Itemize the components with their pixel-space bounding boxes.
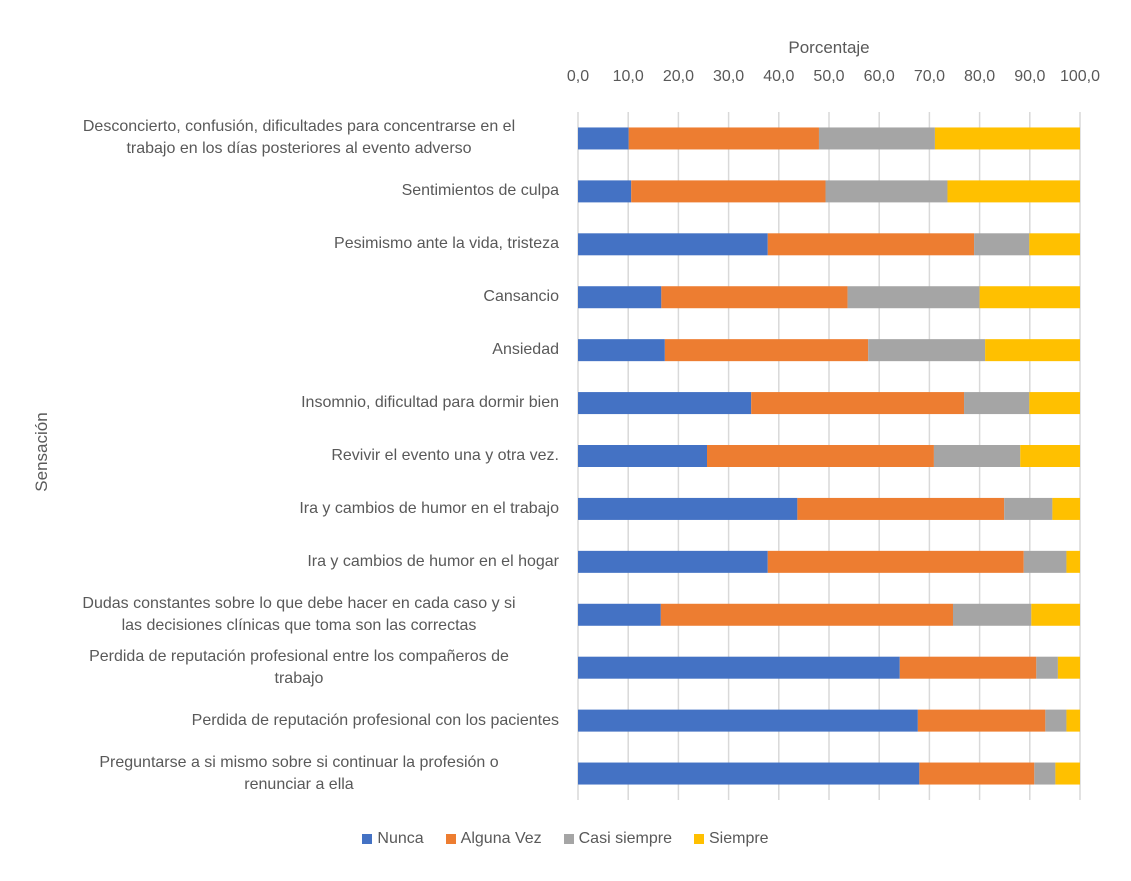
x-tick-label: 30,0: [713, 68, 745, 85]
x-tick-label: 40,0: [763, 68, 795, 85]
legend-label: Casi siempre: [578, 830, 672, 847]
bar-segment-alguna-vez: [767, 550, 1024, 573]
bar-segment-casi-siempre: [1004, 497, 1053, 520]
bar-segment-casi-siempre: [974, 233, 1030, 256]
bar-segment-casi-siempre: [847, 286, 980, 309]
bar-segment-siempre: [947, 180, 1080, 203]
bar-segment-nunca: [578, 550, 768, 573]
bar-segment-nunca: [578, 497, 798, 520]
bar-segment-casi-siempre: [1036, 656, 1058, 679]
bar-segment-siempre: [1020, 445, 1080, 467]
bar-segment-casi-siempre: [933, 445, 1021, 467]
legend-swatch: [445, 834, 456, 844]
category-label: Perdida de reputación profesional con lo…: [191, 711, 559, 729]
bar-segment-casi-siempre: [1045, 709, 1067, 732]
bar-segment-siempre: [1066, 709, 1080, 732]
bar-segment-siempre: [934, 127, 1080, 150]
bar-segment-nunca: [578, 233, 768, 256]
legend-item: Alguna Vez: [445, 830, 542, 848]
bar-segment-siempre: [1066, 550, 1080, 573]
bar-segment-alguna-vez: [628, 127, 819, 150]
bar-segment-casi-siempre: [868, 339, 986, 362]
bar-segment-casi-siempre: [825, 180, 948, 203]
bar-segment-siempre: [1029, 392, 1080, 415]
bar-segment-nunca: [578, 762, 920, 785]
category-label: Ira y cambios de humor en el trabajo: [299, 499, 559, 517]
category-label: Desconcierto, confusión, dificultades pa…: [82, 118, 516, 158]
bar-segment-alguna-vez: [899, 656, 1037, 679]
bar-segment-nunca: [578, 392, 752, 415]
bar-segment-siempre: [985, 339, 1080, 362]
x-tick-label: 20,0: [662, 68, 694, 85]
legend-label: Nunca: [377, 830, 424, 847]
bar-segment-nunca: [578, 180, 632, 203]
bar-segment-casi-siempre: [964, 392, 1030, 415]
bar-segment-alguna-vez: [631, 180, 826, 203]
bar-segment-siempre: [1057, 656, 1080, 679]
bar-segment-nunca: [578, 656, 900, 679]
bar-segment-casi-siempre: [1023, 550, 1067, 573]
x-tick-label: 100,0: [1059, 68, 1101, 85]
bar-segment-alguna-vez: [660, 603, 953, 626]
category-label: Ira y cambios de humor en el hogar: [307, 552, 559, 570]
x-tick-label: 70,0: [913, 68, 945, 85]
category-label: Preguntarse a si mismo sobre si continua…: [99, 753, 499, 793]
category-label: Revivir el evento una y otra vez.: [331, 447, 559, 464]
x-tick-label: 50,0: [813, 68, 845, 85]
bar-segment-casi-siempre: [1034, 762, 1056, 785]
bar-segment-siempre: [979, 286, 1080, 309]
bar-segment-siempre: [1055, 762, 1080, 785]
bar-segment-nunca: [578, 339, 665, 362]
legend-item: Siempre: [693, 830, 769, 848]
category-label: Pesimismo ante la vida, tristeza: [334, 235, 559, 253]
bar-segment-nunca: [578, 127, 629, 150]
x-axis-title: Porcentaje: [788, 38, 870, 57]
bar-segment-alguna-vez: [661, 286, 848, 309]
bar-segment-nunca: [578, 603, 661, 626]
bar-segment-alguna-vez: [751, 392, 965, 415]
category-label: Perdida de reputación profesional entre …: [89, 647, 509, 687]
category-label: Ansiedad: [492, 341, 559, 359]
category-label: Insomnio, dificultad para dormir bien: [301, 394, 559, 412]
legend-swatch: [563, 834, 574, 844]
x-tick-label: 80,0: [964, 68, 996, 85]
bar-segment-alguna-vez: [707, 445, 934, 467]
bar-segment-siempre: [1031, 603, 1080, 626]
category-label: Cansancio: [483, 288, 559, 306]
category-label: Sentimientos de culpa: [401, 182, 559, 200]
legend-label: Alguna Vez: [460, 830, 542, 847]
bar-segment-nunca: [578, 286, 662, 309]
x-tick-label: 0,0: [566, 68, 590, 85]
bar-segment-casi-siempre: [952, 603, 1032, 626]
bar-segment-siempre: [1029, 233, 1080, 256]
bar-segment-casi-siempre: [818, 127, 935, 150]
x-tick-label: 90,0: [1014, 68, 1046, 85]
bar-segment-alguna-vez: [767, 233, 975, 256]
legend-item: Nunca: [362, 830, 424, 848]
bar-segment-alguna-vez: [797, 497, 1005, 520]
legend-swatch: [693, 834, 704, 844]
bar-segment-alguna-vez: [664, 339, 869, 362]
legend: Nunca Alguna Vez Casi siempre Siempre: [0, 830, 1131, 848]
legend-swatch: [362, 834, 373, 844]
x-tick-label: 10,0: [612, 68, 644, 85]
legend-item: Casi siempre: [563, 830, 672, 848]
bar-segment-alguna-vez: [919, 762, 1035, 785]
bar-segment-alguna-vez: [917, 709, 1046, 732]
bar-segment-nunca: [578, 709, 918, 732]
legend-label: Siempre: [708, 830, 769, 847]
bar-segment-nunca: [578, 445, 708, 467]
bar-segment-siempre: [1052, 497, 1080, 520]
category-label: Dudas constantes sobre lo que debe hacer…: [82, 594, 516, 634]
x-tick-label: 60,0: [863, 68, 895, 85]
